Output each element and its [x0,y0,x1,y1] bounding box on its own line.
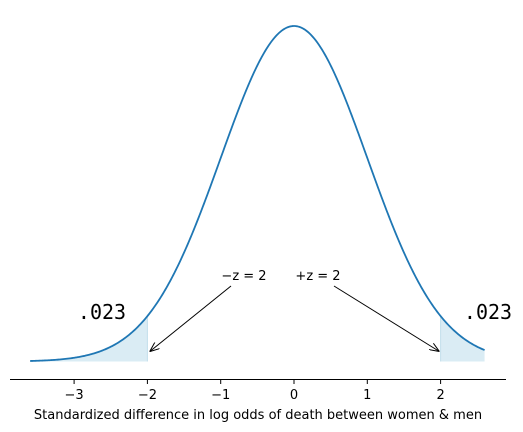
x-tick-label: −2 [138,388,157,403]
right-tail-probability-label: .023 [464,300,512,324]
x-tick-label: −3 [65,388,84,403]
x-tick-label: 2 [436,388,444,403]
x-axis-ticks: −3 −2 −1 0 1 2 [65,379,445,403]
plus-z-arrow [333,285,439,351]
plus-z-annotation: +z = 2 [295,269,340,284]
x-tick-label: 0 [290,388,298,403]
x-axis-label: Standardized difference in log odds of d… [34,408,482,423]
minus-z-annotation: −z = 2 [221,269,266,284]
x-tick-label: −1 [211,388,230,403]
normal-density-curve [30,25,485,362]
left-tail-probability-label: .023 [78,300,126,324]
x-tick-label: 1 [363,388,371,403]
shaded-left-tail [30,316,148,362]
minus-z-arrow [150,285,232,351]
